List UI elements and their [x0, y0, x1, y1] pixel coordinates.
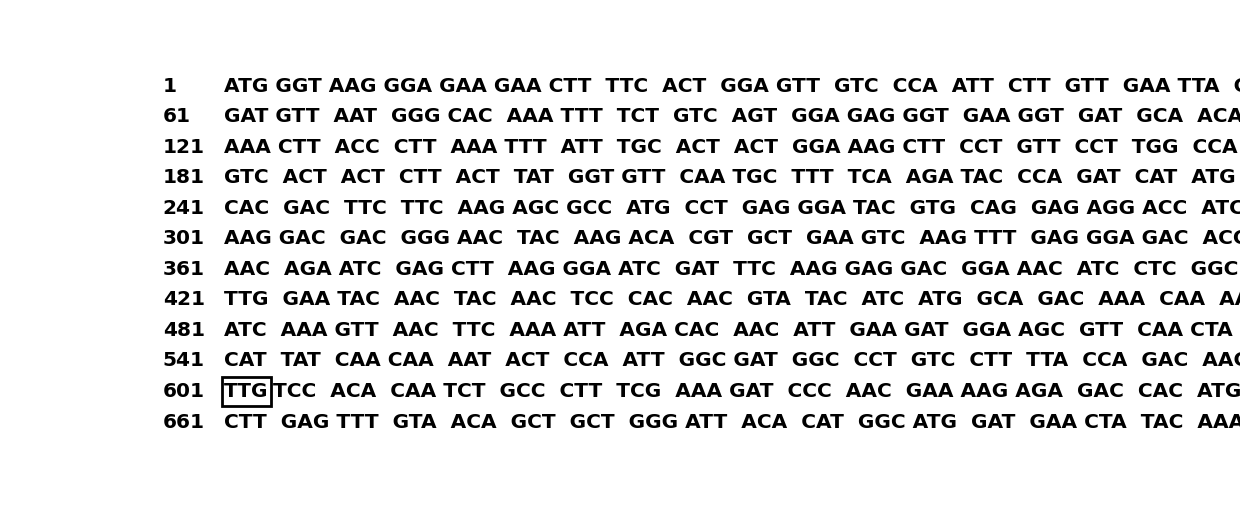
- Text: 1: 1: [162, 77, 176, 96]
- Text: 181: 181: [162, 169, 205, 187]
- Text: CAT  TAT  CAA CAA  AAT  ACT  CCA  ATT  GGC GAT  GGC  CCT  GTC  CTT  TTA  CCA  GA: CAT TAT CAA CAA AAT ACT CCA ATT GGC GAT …: [224, 352, 1240, 370]
- Text: 121: 121: [162, 138, 205, 157]
- Text: CAC  GAC  TTC  TTC  AAG AGC GCC  ATG  CCT  GAG GGA TAC  GTG  CAG  GAG AGG ACC  A: CAC GAC TTC TTC AAG AGC GCC ATG CCT GAG …: [224, 199, 1240, 218]
- Text: ATG GGT AAG GGA GAA GAA CTT  TTC  ACT  GGA GTT  GTC  CCA  ATT  CTT  GTT  GAA TTA: ATG GGT AAG GGA GAA GAA CTT TTC ACT GGA …: [224, 77, 1240, 96]
- Text: ATC  AAA GTT  AAC  TTC  AAA ATT  AGA CAC  AAC  ATT  GAA GAT  GGA AGC  GTT  CAA C: ATC AAA GTT AAC TTC AAA ATT AGA CAC AAC …: [224, 321, 1240, 340]
- Bar: [222, 376, 272, 406]
- Text: AAG GAC  GAC  GGG AAC  TAC  AAG ACA  CGT  GCT  GAA GTC  AAG TTT  GAG GGA GAC  AC: AAG GAC GAC GGG AAC TAC AAG ACA CGT GCT …: [224, 230, 1240, 248]
- Text: 61: 61: [162, 107, 191, 126]
- Text: 481: 481: [162, 321, 205, 340]
- Text: 601: 601: [162, 382, 205, 401]
- Text: 361: 361: [162, 260, 205, 279]
- Text: GAT GTT  AAT  GGG CAC  AAA TTT  TCT  GTC  AGT  GGA GAG GGT  GAA GGT  GAT  GCA  A: GAT GTT AAT GGG CAC AAA TTT TCT GTC AGT …: [224, 107, 1240, 126]
- Text: TTG  GAA TAC  AAC  TAC  AAC  TCC  CAC  AAC  GTA  TAC  ATC  ATG  GCA  GAC  AAA  C: TTG GAA TAC AAC TAC AAC TCC CAC AAC GTA …: [224, 291, 1240, 309]
- Text: TCC  ACA  CAA TCT  GCC  CTT  TCG  AAA GAT  CCC  AAC  GAA AAG AGA  GAC  CAC  ATG : TCC ACA CAA TCT GCC CTT TCG AAA GAT CCC …: [274, 382, 1240, 401]
- Text: AAA CTT  ACC  CTT  AAA TTT  ATT  TGC  ACT  ACT  GGA AAG CTT  CCT  GTT  CCT  TGG : AAA CTT ACC CTT AAA TTT ATT TGC ACT ACT …: [224, 138, 1240, 157]
- Text: 661: 661: [162, 412, 205, 431]
- Text: 541: 541: [162, 352, 205, 370]
- Text: 421: 421: [162, 291, 205, 309]
- Text: 301: 301: [162, 230, 205, 248]
- Text: TTG: TTG: [224, 382, 269, 401]
- Text: AAC  AGA ATC  GAG CTT  AAG GGA ATC  GAT  TTC  AAG GAG GAC  GGA AAC  ATC  CTC  GG: AAC AGA ATC GAG CTT AAG GGA ATC GAT TTC …: [224, 260, 1240, 279]
- Text: GTC  ACT  ACT  CTT  ACT  TAT  GGT GTT  CAA TGC  TTT  TCA  AGA TAC  CCA  GAT  CAT: GTC ACT ACT CTT ACT TAT GGT GTT CAA TGC …: [224, 169, 1240, 187]
- Text: CTT  GAG TTT  GTA  ACA  GCT  GCT  GGG ATT  ACA  CAT  GGC ATG  GAT  GAA CTA  TAC : CTT GAG TTT GTA ACA GCT GCT GGG ATT ACA …: [224, 412, 1240, 431]
- Text: 241: 241: [162, 199, 205, 218]
